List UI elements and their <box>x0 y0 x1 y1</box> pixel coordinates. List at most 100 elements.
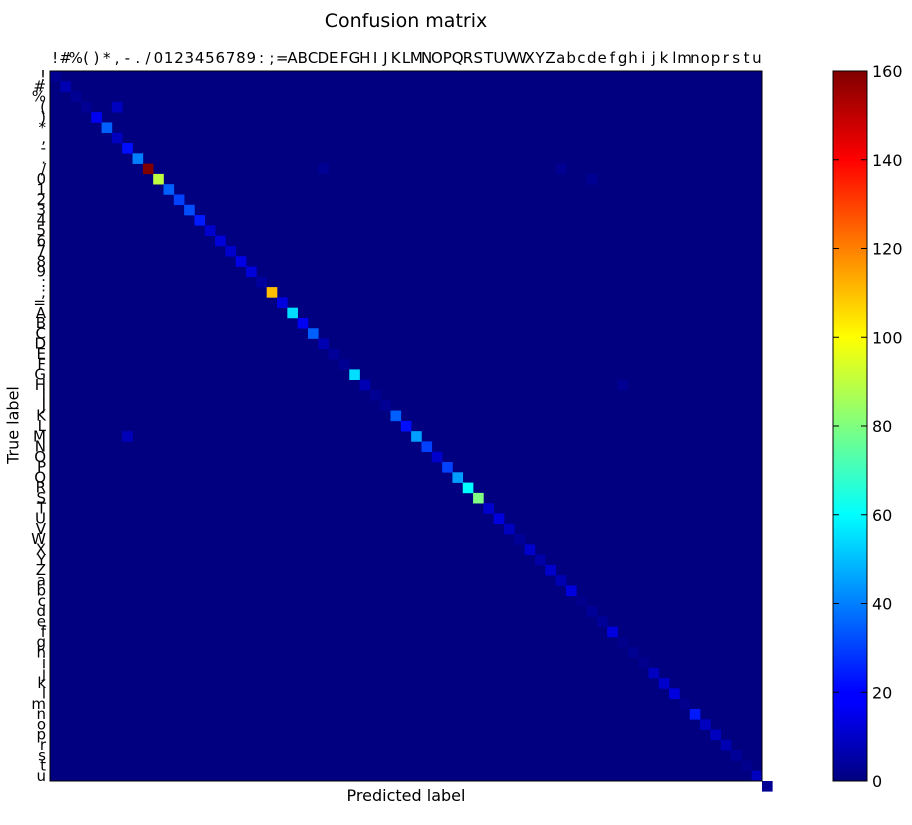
y-tick-label: f <box>41 623 47 641</box>
y-tick-label: 8 <box>36 252 46 270</box>
x-tick-label: G <box>349 49 361 67</box>
colorbar-tick-label: 0 <box>872 772 882 791</box>
x-tick-label: T <box>483 49 494 67</box>
x-tick-label: S <box>473 49 483 67</box>
x-tick-label: Z <box>545 49 555 67</box>
heatmap-cell <box>163 184 175 195</box>
heatmap-cell <box>111 132 123 144</box>
y-tick-label: b <box>36 582 46 600</box>
heatmap-cell <box>400 420 412 432</box>
heatmap-cell <box>287 307 298 319</box>
y-tick-label: O <box>34 448 46 466</box>
y-tick-label: R <box>36 479 46 497</box>
y-tick-label: ; <box>41 283 46 301</box>
x-tick-label: E <box>329 49 338 67</box>
y-tick-label: L <box>38 417 47 435</box>
y-tick-label: l <box>42 685 46 703</box>
y-tick-label: i <box>42 654 46 672</box>
heatmap-cell <box>390 410 402 422</box>
y-tick-label: r <box>40 736 47 754</box>
y-tick-label: V <box>36 520 47 538</box>
heatmap-cell <box>762 781 773 792</box>
heatmap-cell <box>658 678 670 689</box>
y-tick-label: ) <box>40 108 46 126</box>
plot-frame <box>49 70 763 782</box>
y-tick-label: 9 <box>36 263 46 281</box>
y-tick-label: s <box>38 746 46 764</box>
y-tick-label: * <box>39 119 47 137</box>
y-tick-label: ! <box>40 67 46 85</box>
x-tick-label: H <box>359 49 370 67</box>
x-tick-label: I <box>373 49 377 67</box>
y-tick-label: D <box>34 335 46 353</box>
heatmap-cell <box>80 101 92 113</box>
heatmap-cell <box>493 513 505 525</box>
heatmap-cell <box>576 595 587 607</box>
y-tick-label: u <box>36 767 46 785</box>
y-tick-label: Q <box>34 468 46 486</box>
heatmap-cell <box>369 389 381 401</box>
heatmap-cell <box>277 297 288 308</box>
heatmap-cell <box>524 544 536 555</box>
colorbar-tick-label: 20 <box>872 683 892 702</box>
x-tick-label: * <box>103 49 111 67</box>
x-tick-label: ; <box>269 49 274 67</box>
x-tick-label: ! <box>52 49 58 67</box>
heatmap-cell <box>586 606 598 617</box>
y-tick-label: / <box>41 160 47 178</box>
colorbar-tick-label: 80 <box>872 417 892 436</box>
x-tick-label: M <box>410 49 423 67</box>
heatmap-cell <box>328 348 340 360</box>
x-tick-label: 9 <box>246 49 256 67</box>
y-tick-label: P <box>37 458 46 476</box>
heatmap-cell <box>555 163 567 175</box>
heatmap-cell <box>266 287 278 298</box>
heatmap-cell <box>689 708 701 720</box>
x-tick-label: m <box>677 49 692 67</box>
heatmap-cell <box>565 585 577 597</box>
x-tick-label: d <box>587 49 597 67</box>
y-tick-label: X <box>36 540 46 558</box>
heatmap-cell <box>514 534 525 545</box>
heatmap-cell <box>596 616 608 627</box>
x-tick-label: a <box>556 49 565 67</box>
heatmap-cell <box>307 328 319 339</box>
heatmap-cell <box>462 482 474 494</box>
heatmap-cell <box>91 112 102 123</box>
heatmap-cell <box>194 215 206 226</box>
y-tick-label: o <box>37 715 46 733</box>
heatmap-cell <box>318 338 329 350</box>
heatmap-cell <box>473 492 484 504</box>
y-tick-label: m <box>31 695 46 713</box>
y-tick-label: j <box>41 664 46 682</box>
heatmap-cell <box>731 750 742 761</box>
y-tick-label: 2 <box>36 191 46 209</box>
x-tick-label: l <box>672 49 676 67</box>
y-tick-label: W <box>31 530 46 548</box>
x-tick-label: k <box>660 49 669 67</box>
x-tick-label: n <box>690 49 700 67</box>
x-tick-label: R <box>463 49 473 67</box>
heatmap-cell <box>204 225 216 236</box>
x-tick-label: L <box>402 49 411 67</box>
colorbar-tick-label: 40 <box>872 595 892 614</box>
y-tick-label: : <box>41 273 46 291</box>
x-tick-label: B <box>298 49 308 67</box>
y-tick-label: 3 <box>36 201 46 219</box>
y-tick-label: ( <box>40 98 46 116</box>
y-tick-label: e <box>37 613 46 631</box>
x-tick-label: 4 <box>195 49 205 67</box>
heatmap-cell <box>421 441 433 453</box>
x-tick-label: 5 <box>205 49 215 67</box>
heatmap-cell <box>669 688 680 699</box>
heatmap-cell <box>246 266 257 278</box>
y-tick-label: 5 <box>36 221 46 239</box>
y-tick-label: E <box>37 345 46 363</box>
y-tick-label: n <box>36 705 46 723</box>
y-tick-label: , <box>41 129 46 147</box>
x-tick-label: 0 <box>154 49 164 67</box>
y-tick-label: B <box>36 314 46 332</box>
heatmap-cell <box>359 379 371 391</box>
heatmap-cell <box>627 647 639 658</box>
